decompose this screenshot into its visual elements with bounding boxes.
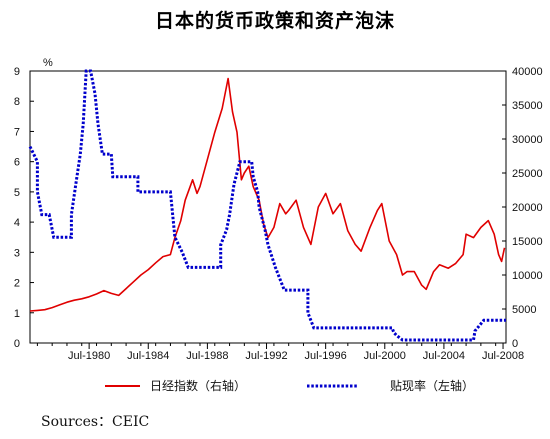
series-line-nikkei [29, 77, 506, 312]
right-tick-label: 10000 [512, 270, 543, 282]
x-tick-label: Jul-1988 [186, 350, 228, 362]
legend-label-nikkei: 日经指数（右轴） [150, 378, 246, 393]
left-axis-ticks: 0 1 2 3 4 5 6 7 8 9 [14, 66, 34, 350]
right-tick-label: 40000 [512, 66, 543, 78]
left-tick-label: 4 [14, 217, 20, 229]
x-axis-ticks: Jul-1980 Jul-1984 Jul-1988 Jul-1992 Jul-1996… [36, 343, 524, 362]
left-axis-unit: % [43, 57, 53, 69]
source-note: Sources：CEIC [41, 414, 150, 430]
x-tick-label: Jul-1980 [68, 350, 110, 362]
series-layer [28, 69, 506, 342]
left-tick-label: 0 [14, 338, 20, 350]
plot-frame [29, 70, 507, 344]
left-tick-label: 8 [14, 96, 20, 108]
x-tick-label: Jul-2008 [482, 350, 524, 362]
legend: 日经指数（右轴） 贴现率（左轴） [105, 378, 474, 393]
x-tick-label: Jul-1984 [127, 350, 169, 362]
right-tick-label: 5000 [512, 304, 536, 316]
right-tick-label: 35000 [512, 100, 543, 112]
x-tick-label: Jul-1992 [245, 350, 287, 362]
right-tick-label: 15000 [512, 236, 543, 248]
left-tick-label: 5 [14, 187, 20, 199]
right-axis-ticks: 0 5000 10000 15000 20000 25000 30000 35000 40000 [502, 66, 543, 350]
right-tick-label: 20000 [512, 202, 543, 214]
left-tick-label: 3 [14, 247, 20, 259]
plot-border [29, 70, 507, 344]
x-tick-label: Jul-2004 [423, 350, 465, 362]
x-tick-label: Jul-2000 [364, 350, 406, 362]
series-line-discount-rate [28, 69, 506, 342]
left-tick-label: 9 [14, 66, 20, 78]
x-tick-label: Jul-1996 [305, 350, 347, 362]
right-tick-label: 25000 [512, 168, 543, 180]
left-tick-label: 7 [14, 126, 20, 138]
chart-title: 日本的货币政策和资产泡沫 [154, 10, 395, 32]
right-tick-label: 0 [512, 338, 518, 350]
right-tick-label: 30000 [512, 134, 543, 146]
legend-label-discount-rate: 贴现率（左轴） [390, 378, 474, 393]
left-tick-label: 2 [14, 278, 20, 290]
left-tick-label: 6 [14, 157, 20, 169]
left-tick-label: 1 [14, 308, 20, 320]
